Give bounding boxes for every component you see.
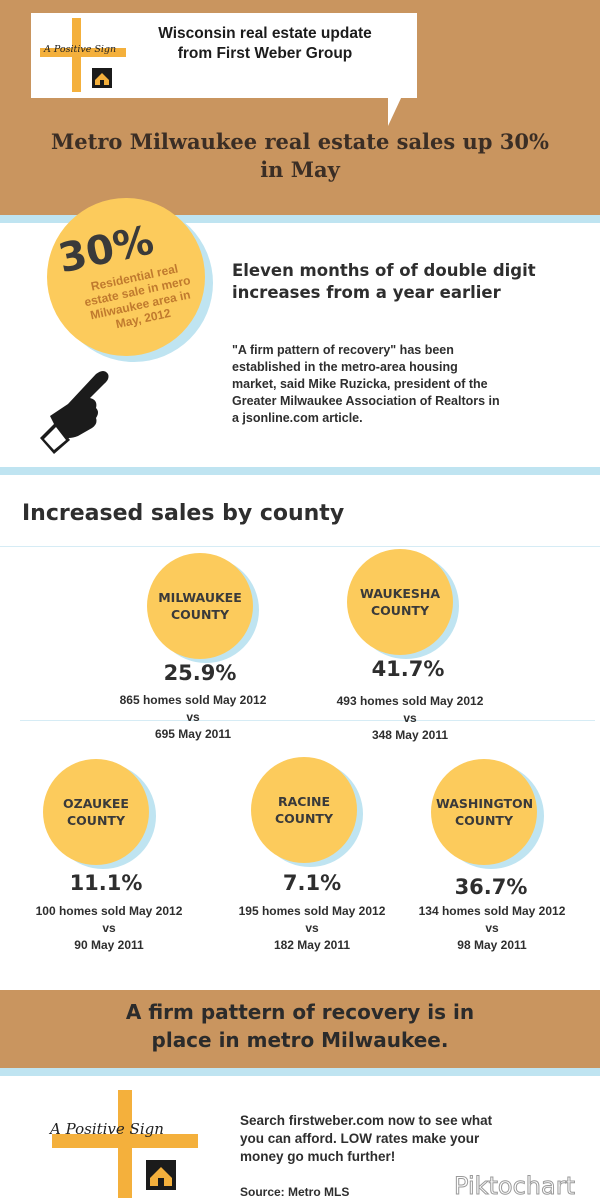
county-name: WASHINGTON COUNTY — [436, 796, 534, 828]
stat-quote: "A firm pattern of recovery" has been es… — [232, 342, 532, 427]
county-circle-waukesha: WAUKESHA COUNTY — [347, 549, 453, 655]
county-percent: 36.7% — [454, 875, 528, 899]
county-name: RACINE COUNTY — [275, 794, 333, 826]
quote-line: Greater Milwaukee Association of Realtor… — [232, 394, 500, 408]
logo-text: A Positive Sign — [48, 1120, 164, 1138]
section-title: Increased sales by county — [22, 501, 345, 526]
county-name: OZAUKEE COUNTY — [63, 796, 129, 828]
county-circle-washington: WASHINGTON COUNTY — [431, 759, 537, 865]
bubble-line: from First Weber Group — [177, 45, 353, 62]
pointing-hand-icon — [40, 371, 109, 454]
county-detail: 493 homes sold May 2012 vs 348 May 2011 — [336, 694, 484, 742]
county-name: WAUKESHA COUNTY — [359, 586, 441, 618]
quote-line: established in the metro-area housing — [232, 360, 458, 374]
headline-line: Metro Milwaukee real estate sales up 30% — [51, 129, 549, 154]
county-circle-milwaukee: MILWAUKEE COUNTY — [147, 553, 253, 659]
subhead-line: Eleven months of of double digit — [232, 261, 536, 280]
house-icon — [92, 68, 112, 88]
county-detail: 195 homes sold May 2012 vs 182 May 2011 — [238, 904, 386, 952]
divider-line — [20, 720, 595, 721]
divider-band — [0, 215, 600, 223]
county-percent: 25.9% — [163, 661, 237, 685]
bubble-line: Wisconsin real estate update — [158, 25, 372, 42]
divider-line — [0, 546, 600, 547]
conclusion-text: A firm pattern of recovery is in place i… — [125, 1000, 475, 1052]
logo-text: A Positive Sign — [43, 44, 116, 55]
county-circle-ozaukee: OZAUKEE COUNTY — [43, 759, 149, 865]
county-detail: 134 homes sold May 2012 vs 98 May 2011 — [418, 904, 566, 952]
county-name: MILWAUKEE COUNTY — [158, 590, 242, 622]
headline-line: in May — [260, 157, 340, 182]
speech-bubble-tail — [388, 96, 402, 126]
county-percent: 11.1% — [69, 871, 143, 895]
stat-circle: 30% Residential real estate sale in mero… — [47, 198, 205, 356]
positive-sign-logo: A Positive Sign — [40, 18, 126, 92]
quote-line: "A firm pattern of recovery" has been — [232, 343, 454, 357]
county-detail: 100 homes sold May 2012 vs 90 May 2011 — [35, 904, 183, 952]
subhead-line: increases from a year earlier — [232, 283, 501, 302]
stat-circle-content: 30% Residential real estate sale in mero… — [48, 211, 207, 342]
stat-subhead: Eleven months of of double digit increas… — [232, 260, 577, 304]
house-icon — [146, 1160, 176, 1190]
county-percent: 41.7% — [371, 657, 445, 681]
watermark-text: Piktochart — [454, 1172, 575, 1200]
headline: Metro Milwaukee real estate sales up 30%… — [10, 128, 590, 184]
divider-band — [0, 1068, 600, 1076]
quote-line: a jsonline.com article. — [232, 411, 363, 425]
source-note: Source: Metro MLS — [240, 1185, 350, 1199]
piktochart-watermark: Piktochart — [454, 1172, 576, 1200]
county-circle-racine: RACINE COUNTY — [251, 757, 357, 863]
conclusion-banner — [0, 990, 600, 1068]
divider-band — [0, 467, 600, 475]
county-percent: 7.1% — [282, 871, 342, 895]
quote-line: market, said Mike Ruzicka, president of … — [232, 377, 488, 391]
county-detail: 865 homes sold May 2012 vs 695 May 2011 — [119, 693, 267, 741]
bubble-title: Wisconsin real estate update from First … — [120, 24, 410, 64]
positive-sign-logo-large: A Positive Sign — [48, 1090, 198, 1198]
call-to-action: Search firstweber.com now to see what yo… — [240, 1113, 493, 1164]
